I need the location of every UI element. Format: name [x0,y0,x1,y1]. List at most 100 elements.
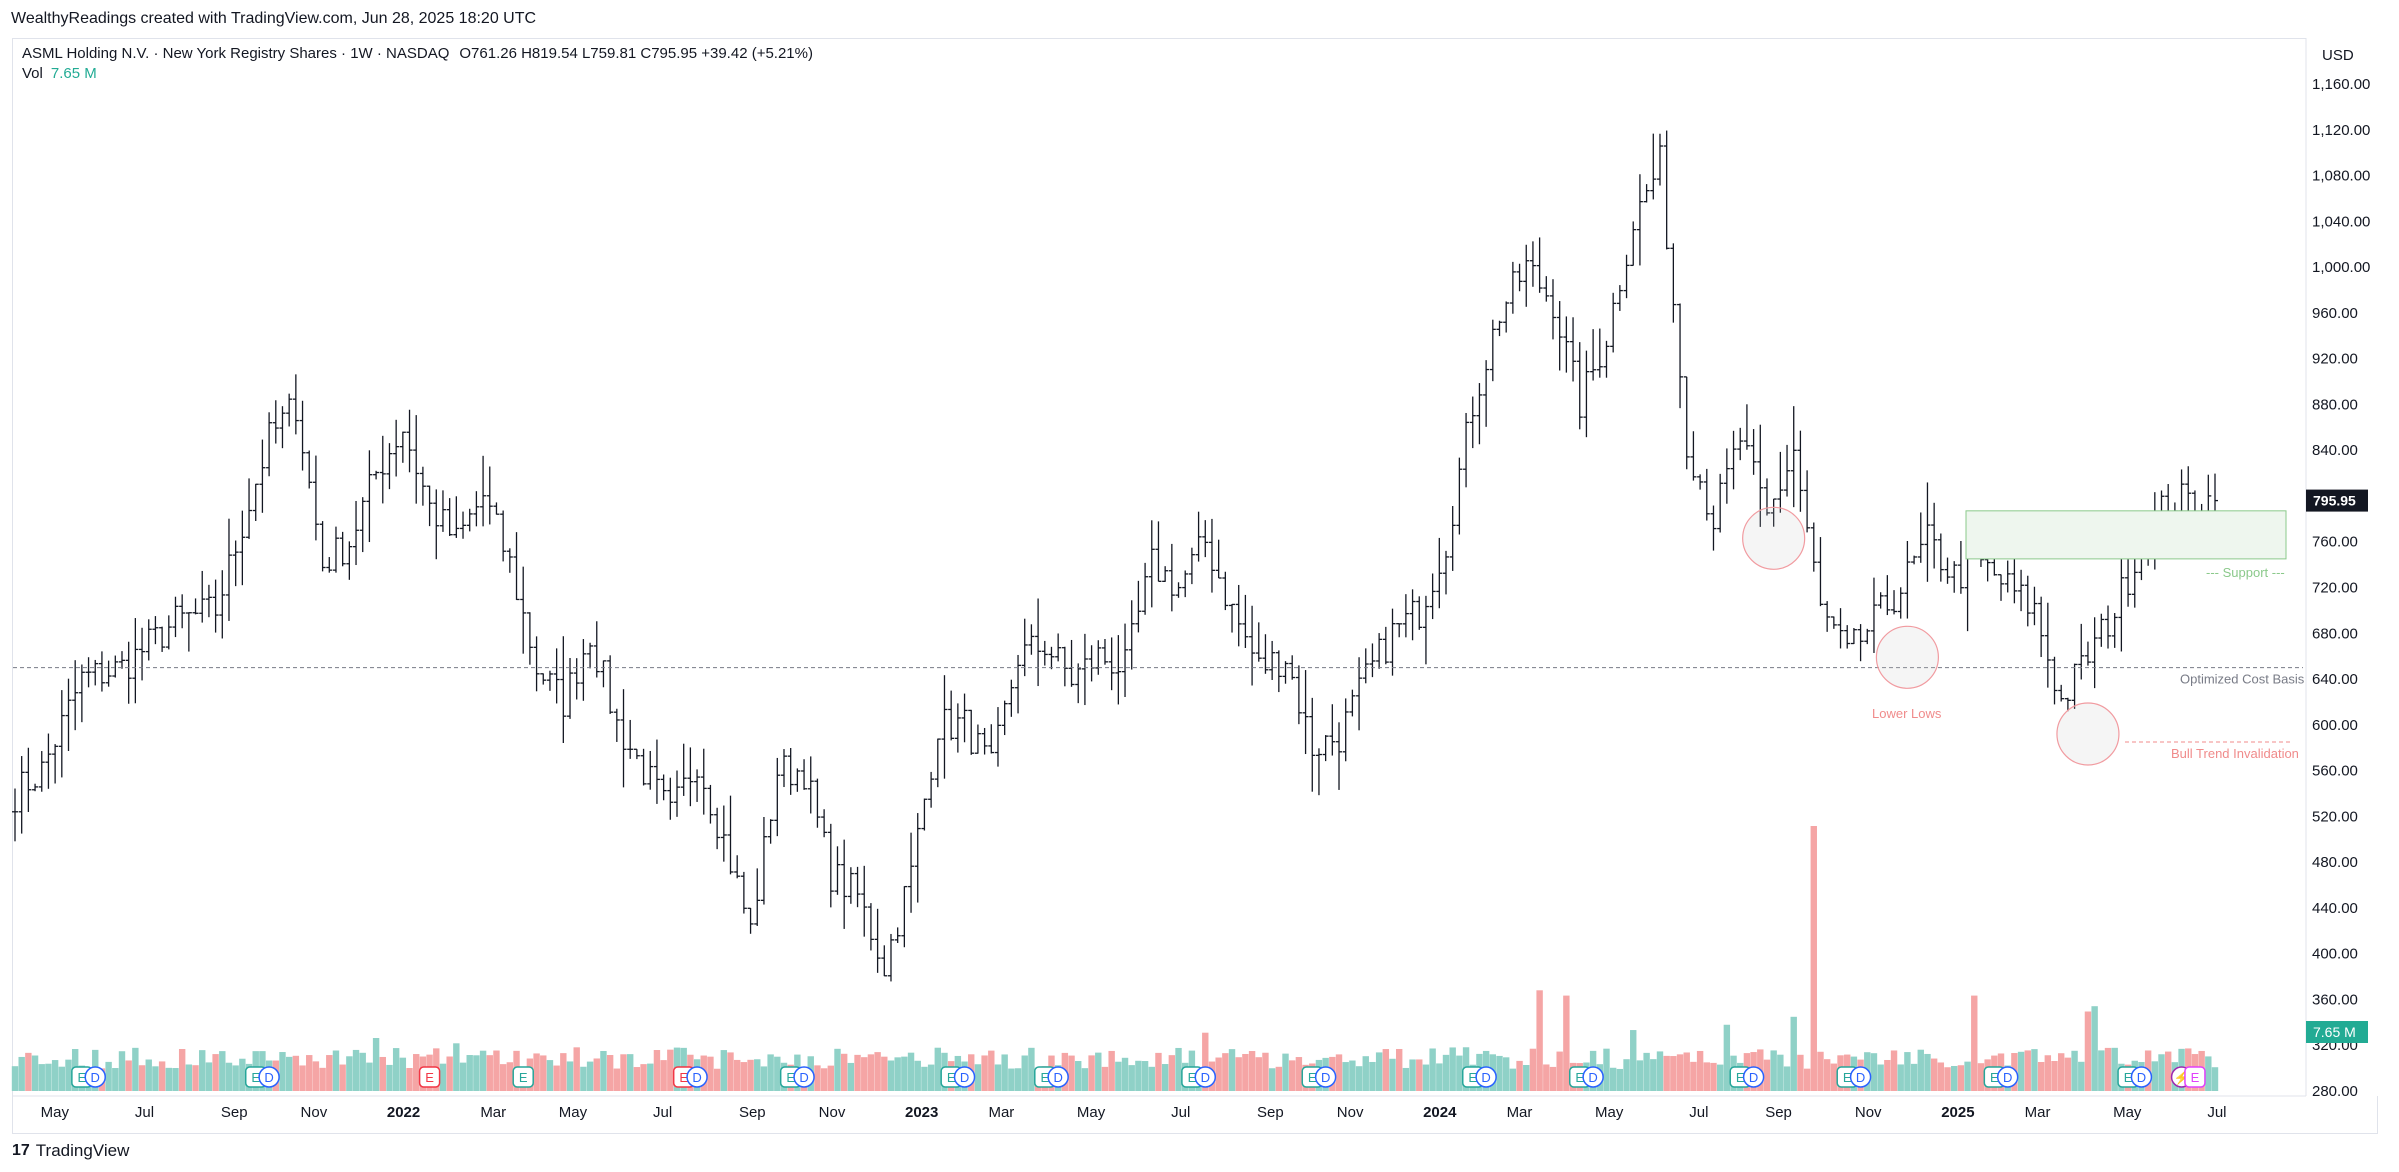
ohlc-bar [567,658,574,719]
volume-bar [219,1051,226,1091]
ohlc-bar [974,724,981,754]
volume-bar [2091,1006,2098,1091]
volume-bar [994,1064,1002,1091]
volume-bar [1516,1060,1523,1091]
volume-bar [586,1061,594,1091]
ohlc-bar [1329,704,1336,756]
ohlc-bar [941,675,948,779]
volume-bar [1529,1048,1537,1091]
ohlc-bar [921,798,928,831]
ohlc-bar [1630,221,1637,267]
volume-bar [112,1068,119,1091]
ohlc-bar [760,816,767,905]
volume-bar [1690,1061,1697,1091]
ohlc-bar [1790,406,1797,508]
ohlc-bar [1937,533,1944,582]
ohlc-bar [687,747,694,807]
ohlc-bar [707,784,714,824]
volume-bar [1362,1056,1369,1091]
ohlc-bar [1603,340,1610,378]
ohlc-bar [874,908,881,973]
ohlc-bar [172,596,179,638]
marker-shape [2184,1066,2206,1088]
dividend-marker: D [1047,1066,1069,1088]
volume-bar [1810,826,1817,1091]
ohlc-bar [486,466,493,525]
volume-bar [145,1059,152,1091]
volume-bar [2211,1067,2219,1091]
ohlc-bar [780,749,787,788]
price-tick: 1,000.00 [2312,259,2370,276]
ohlc-bar [1830,616,1837,629]
ohlc-bar [205,584,212,618]
ohlc-bar [1315,748,1322,796]
ohlc-bar [1148,520,1155,608]
volume-bar [466,1055,473,1091]
volume-bar [499,1064,507,1091]
ohlc-bar [1342,698,1349,762]
dividend-marker: D [1849,1066,1872,1088]
marker-letter: E [786,1070,795,1085]
ohlc-bar [727,795,734,875]
support-zone [1965,510,2287,560]
volume-bar [1268,1068,1276,1091]
ohlc-bar [346,541,353,580]
ohlc-bar [185,612,192,652]
volume-bar [2071,1050,2078,1091]
ohlc-bar [968,709,975,755]
ohlc-bar [286,393,293,427]
ohlc-bar [1436,537,1443,609]
volume-bar [1877,1064,1884,1091]
dividend-marker: D [84,1066,106,1088]
ohlc-bar [914,813,921,903]
volume-bar [1643,1052,1650,1091]
ohlc-bar [272,400,279,444]
ohlc-bar [961,693,968,743]
ohlc-bar [1402,594,1409,638]
marker-shape [512,1066,534,1088]
ohlc-bar [1075,663,1082,704]
ohlc-bar [1837,608,1844,649]
volume-bar [165,1067,172,1091]
volume-bar [212,1054,219,1091]
ohlc-bar [199,570,206,623]
ohlc-bar [1549,279,1556,340]
ohlc-bar [1690,431,1697,481]
ohlc-bar [219,570,226,639]
ohlc-bar [1864,628,1871,645]
ohlc-bar [1108,637,1115,691]
ohlc-bar [1917,512,1924,563]
volume-bar [185,1064,193,1091]
volume-bar [1389,1058,1396,1091]
volume-bar [934,1047,941,1091]
ohlc-bar [332,526,339,573]
support-label: --- Support --- [2206,565,2285,580]
volume-bar [1897,1064,1904,1091]
volume-bar [279,1052,286,1091]
ohlc-bar [1850,628,1857,645]
volume-bar [606,1055,614,1091]
time-tick: May [1595,1104,1624,1121]
ohlc-bar [319,521,326,572]
price-tick: 720.00 [2312,580,2358,597]
highlight-circle [1742,506,1806,570]
ohlc-bar [2098,613,2105,647]
ohlc-bar [2111,613,2118,648]
marker-shape [1194,1066,1217,1088]
volume-bar [2037,1062,2045,1091]
volume-bar [125,1060,132,1091]
marker-shape [1475,1066,1497,1088]
tradingview-footer[interactable]: 17 TradingView [12,1138,129,1164]
price-chart[interactable]: --- Support --- Optimized Cost Basis Lower… [0,0,2399,1134]
ohlc-bar [1951,561,1958,593]
volume-bar [2111,1047,2118,1091]
marker-letter: E [1736,1070,1745,1085]
volume-bar [366,1062,373,1091]
ohlc-bar [1784,444,1791,497]
volume-bar [2058,1053,2065,1091]
ohlc-bar [1162,566,1169,582]
ohlc-bar [2118,556,2125,652]
volume-bar [1095,1052,1102,1091]
volume-bar [580,1066,587,1091]
volume-bar [1262,1052,1269,1091]
